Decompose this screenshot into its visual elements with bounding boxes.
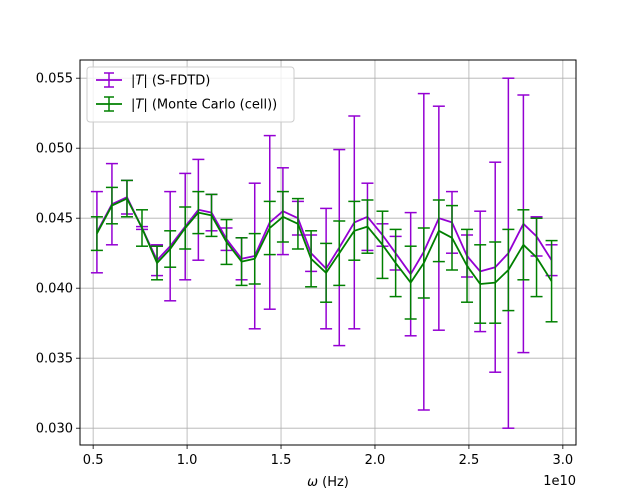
plot-frame [79,59,577,446]
legend-label-symbol: T [135,98,144,113]
y-tick-label: 0.055 [36,72,73,87]
x-tick-label: 2.0 [365,453,386,468]
legend-box [86,66,295,123]
x-axis-label-unit: (Hz) [318,475,349,490]
x-axis-label: ω (Hz) [307,475,349,490]
error-bar [90,216,103,252]
y-tick-label: 0.045 [36,212,73,227]
legend-entry-s-fdtd: |T| (S-FDTD) [96,72,210,89]
x-tick-label: 2.5 [459,453,480,468]
y-tick-label: 0.035 [36,352,73,367]
legend-label-prefix: | [131,98,135,113]
y-tick-label: 0.030 [36,422,73,437]
x-tick-label: 1.5 [271,453,292,468]
x-tick-label: 1.0 [177,453,198,468]
legend-label-suffix: | (Monte Carlo (cell)) [143,98,277,113]
series-layer [90,77,558,429]
legend-entry-monte-carlo: |T| (Monte Carlo (cell)) [96,96,277,113]
legend-entries: |T| (S-FDTD) |T| (Monte Carlo (cell)) [96,72,277,113]
x-axis-offset-text: 1e10 [543,474,576,489]
series-line [96,197,553,285]
legend-label-prefix: | [131,74,135,89]
series-monte-carlo [90,179,558,324]
x-tick-label: 3.0 [553,453,574,468]
x-tick-label: 0.5 [83,453,104,468]
y-tick-label: 0.050 [36,142,73,157]
legend: |T| (S-FDTD) |T| (Monte Carlo (cell)) [86,66,295,123]
legend-handle-s-fdtd [96,72,122,88]
legend-handle-monte-carlo [96,96,122,112]
legend-label-monte-carlo: |T| (Monte Carlo (cell)) [131,98,277,113]
grid [80,60,576,445]
ticks: 0.5 1.0 1.5 2.0 2.5 3.0 0.030 0.035 0.040 0.045 0.… [36,72,573,468]
x-axis-label-symbol: ω [307,475,318,490]
legend-label-suffix: | (S-FDTD) [143,74,210,89]
y-tick-label: 0.040 [36,282,73,297]
legend-label-symbol: T [135,74,144,89]
legend-label-s-fdtd: |T| (S-FDTD) [131,74,210,89]
